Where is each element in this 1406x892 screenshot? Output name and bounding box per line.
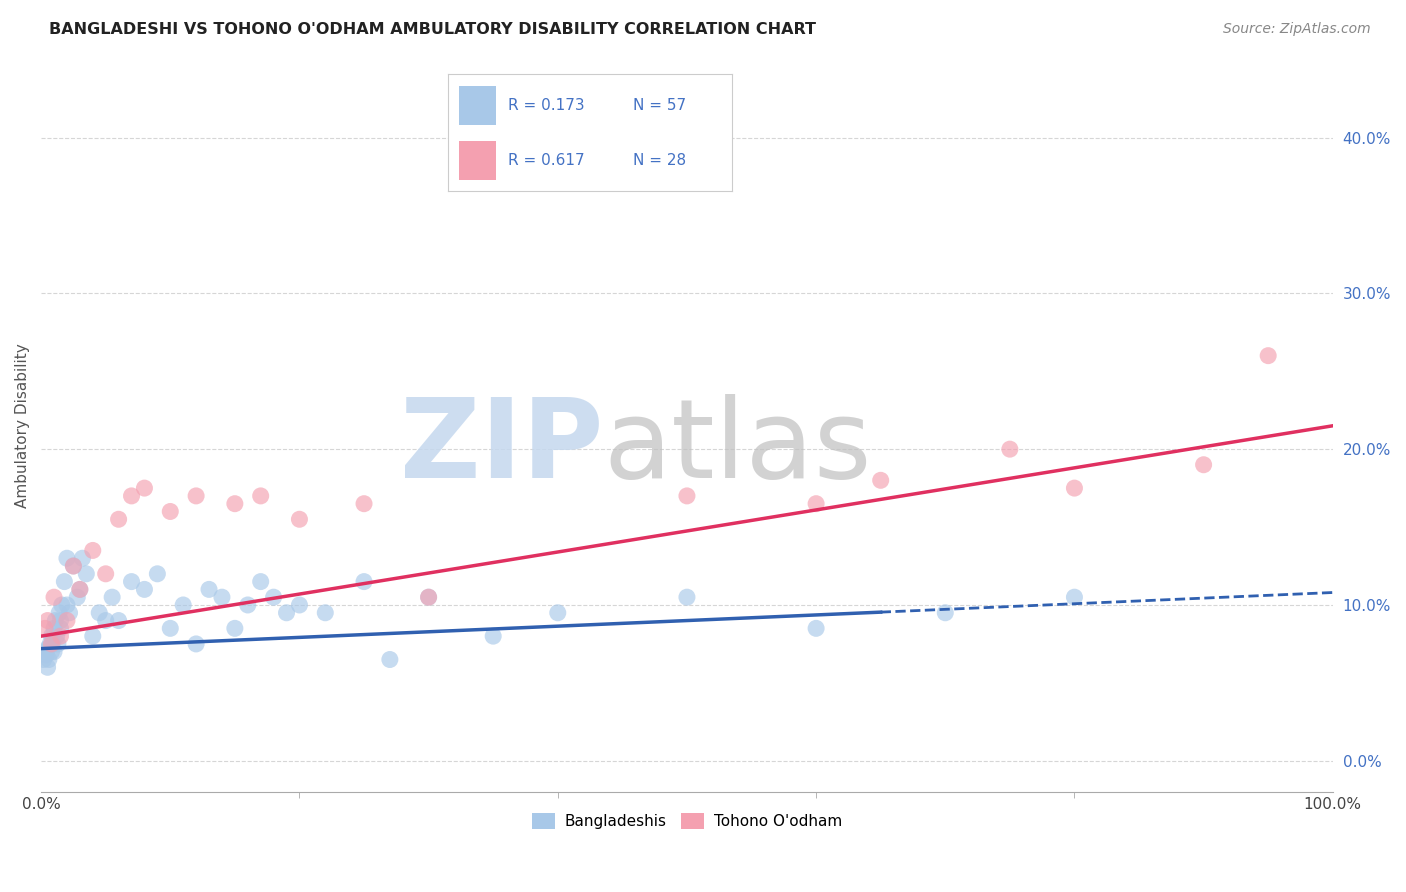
Point xyxy=(69,582,91,597)
Point xyxy=(42,621,65,635)
Point xyxy=(45,629,67,643)
Point xyxy=(172,598,194,612)
Point xyxy=(236,598,259,612)
Point xyxy=(107,614,129,628)
Point xyxy=(134,582,156,597)
Point xyxy=(184,637,207,651)
Point xyxy=(249,489,271,503)
Point xyxy=(101,590,124,604)
Point xyxy=(353,497,375,511)
Point xyxy=(41,629,63,643)
Point xyxy=(998,442,1021,457)
Point xyxy=(37,660,59,674)
Text: BANGLADESHI VS TOHONO O'ODHAM AMBULATORY DISABILITY CORRELATION CHART: BANGLADESHI VS TOHONO O'ODHAM AMBULATORY… xyxy=(49,22,817,37)
Point xyxy=(94,566,117,581)
Point xyxy=(211,590,233,604)
Point xyxy=(44,614,66,628)
Point xyxy=(353,574,375,589)
Point xyxy=(547,153,569,168)
Point xyxy=(94,614,117,628)
Point xyxy=(482,629,505,643)
Point xyxy=(42,645,65,659)
Text: atlas: atlas xyxy=(603,394,872,501)
Point xyxy=(46,637,69,651)
Point xyxy=(56,598,79,612)
Point xyxy=(1063,590,1085,604)
Point xyxy=(56,551,79,566)
Point xyxy=(51,598,73,612)
Point xyxy=(249,574,271,589)
Point xyxy=(134,481,156,495)
Point xyxy=(37,614,59,628)
Point xyxy=(676,489,699,503)
Point xyxy=(418,590,440,604)
Point xyxy=(804,497,827,511)
Point xyxy=(547,606,569,620)
Point xyxy=(676,590,699,604)
Point xyxy=(378,652,401,666)
Y-axis label: Ambulatory Disability: Ambulatory Disability xyxy=(15,343,30,508)
Point xyxy=(159,621,181,635)
Point xyxy=(146,566,169,581)
Point xyxy=(39,637,62,651)
Point xyxy=(934,606,956,620)
Point xyxy=(314,606,336,620)
Point xyxy=(82,629,104,643)
Point xyxy=(1063,481,1085,495)
Point xyxy=(121,574,143,589)
Point xyxy=(41,645,63,659)
Point xyxy=(224,621,246,635)
Point xyxy=(82,543,104,558)
Point xyxy=(804,621,827,635)
Point xyxy=(107,512,129,526)
Point xyxy=(159,504,181,518)
Point xyxy=(37,641,59,656)
Point xyxy=(1192,458,1215,472)
Point xyxy=(288,512,311,526)
Point xyxy=(49,621,72,635)
Point xyxy=(42,590,65,604)
Point xyxy=(49,629,72,643)
Point xyxy=(184,489,207,503)
Point xyxy=(89,606,111,620)
Point xyxy=(66,590,89,604)
Point xyxy=(121,489,143,503)
Point xyxy=(198,582,221,597)
Point xyxy=(288,598,311,612)
Point xyxy=(53,574,76,589)
Text: Source: ZipAtlas.com: Source: ZipAtlas.com xyxy=(1223,22,1371,37)
Point xyxy=(34,621,56,635)
Point xyxy=(224,497,246,511)
Point xyxy=(72,551,94,566)
Legend: Bangladeshis, Tohono O'odham: Bangladeshis, Tohono O'odham xyxy=(526,807,848,836)
Point xyxy=(49,614,72,628)
Point xyxy=(32,652,55,666)
Text: ZIP: ZIP xyxy=(399,394,603,501)
Point xyxy=(58,606,80,620)
Point xyxy=(418,590,440,604)
Point xyxy=(42,637,65,651)
Point xyxy=(69,582,91,597)
Point xyxy=(276,606,298,620)
Point xyxy=(38,652,60,666)
Point xyxy=(263,590,285,604)
Point xyxy=(35,648,58,662)
Point xyxy=(41,637,63,651)
Point xyxy=(75,566,97,581)
Point xyxy=(1257,349,1279,363)
Point xyxy=(869,473,891,487)
Point xyxy=(48,606,70,620)
Point xyxy=(56,614,79,628)
Point xyxy=(62,559,84,574)
Point xyxy=(34,645,56,659)
Point xyxy=(62,559,84,574)
